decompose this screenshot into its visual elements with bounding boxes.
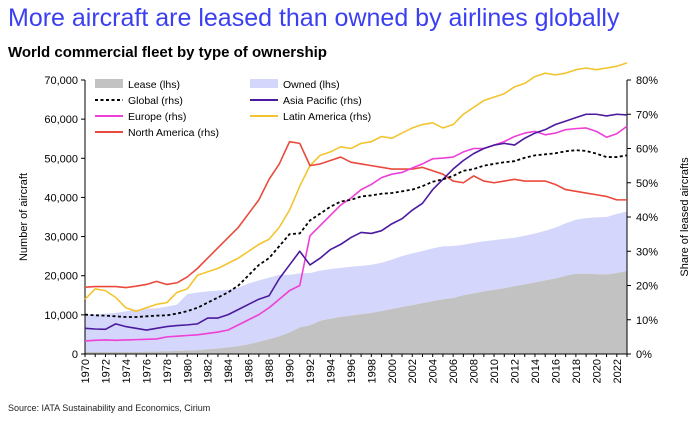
- legend-swatch: [95, 79, 123, 88]
- right-tick-label: 40%: [636, 212, 658, 224]
- left-tick-label: 60,000: [44, 114, 78, 126]
- lease-area: [85, 271, 627, 354]
- legend-label: Lease (lhs): [128, 79, 180, 91]
- left-tick-label: 10,000: [44, 310, 78, 322]
- chart-title: World commercial fleet by type of owners…: [8, 44, 327, 61]
- legend-label: Asia Pacific (rhs): [283, 95, 362, 107]
- x-tick-label: 1990: [285, 359, 297, 383]
- x-tick-label: 2014: [530, 359, 542, 383]
- left-tick-label: 50,000: [44, 153, 78, 165]
- right-tick-label: 60%: [636, 144, 658, 156]
- right-tick-label: 10%: [636, 315, 658, 327]
- x-tick-label: 1976: [141, 359, 153, 383]
- x-tick-label: 2004: [428, 359, 440, 383]
- latin-america-line: [84, 62, 628, 312]
- x-tick-label: 1982: [203, 359, 215, 383]
- x-tick-label: 1992: [305, 359, 317, 383]
- x-tick-label: 2006: [448, 359, 460, 383]
- left-tick-label: 40,000: [44, 192, 78, 204]
- left-tick-label: 20,000: [44, 271, 78, 283]
- x-tick-label: 2008: [469, 359, 481, 383]
- headline: More aircraft are leased than owned by a…: [8, 4, 620, 32]
- right-tick-label: 80%: [636, 75, 658, 87]
- legend-label: Owned (lhs): [283, 79, 340, 91]
- x-tick-label: 1980: [182, 359, 194, 383]
- x-tick-label: 2010: [489, 359, 501, 383]
- stacked-areas: [85, 211, 627, 354]
- legend-label: Europe (rhs): [128, 111, 186, 123]
- left-tick-label: 0: [72, 349, 78, 361]
- x-tick-label: 2012: [510, 359, 522, 383]
- x-tick-label: 2002: [407, 359, 419, 383]
- global-line: [84, 149, 628, 318]
- x-tick-label: 1972: [100, 359, 112, 383]
- right-tick-label: 70%: [636, 109, 658, 121]
- legend-swatch: [250, 79, 278, 88]
- right-tick-label: 0%: [636, 349, 652, 361]
- legend: Lease (lhs) Owned (lhs) Global (rhs) Asia P…: [95, 79, 371, 139]
- north-america-line: [84, 140, 627, 289]
- right-tick-label: 20%: [636, 281, 658, 293]
- legend-label: Global (rhs): [128, 95, 183, 107]
- x-tick-label: 2022: [612, 359, 624, 383]
- x-tick-label: 2016: [550, 359, 562, 383]
- left-tick-label: 70,000: [44, 75, 78, 87]
- source-note: Source: IATA Sustainability and Economic…: [8, 403, 211, 413]
- x-tick-label: 2020: [591, 359, 603, 383]
- x-tick-label: 1978: [162, 359, 174, 383]
- x-tick-label: 1998: [366, 359, 378, 383]
- right-tick-label: 50%: [636, 178, 658, 190]
- x-tick-label: 1970: [80, 359, 92, 383]
- right-tick-label: 30%: [636, 246, 658, 258]
- series-lines: [84, 62, 628, 342]
- x-tick-label: 2000: [387, 359, 399, 383]
- right-axis-title: Share of leased aircrafts: [679, 157, 691, 277]
- legend-label: Latin America (rhs): [283, 111, 371, 123]
- legend-label: North America (rhs): [128, 127, 219, 139]
- asia-pacific-line: [84, 113, 628, 331]
- x-tick-label: 2018: [571, 359, 583, 383]
- x-tick-label: 1986: [244, 359, 256, 383]
- x-tick-label: 1984: [223, 359, 235, 383]
- x-tick-label: 1994: [325, 359, 337, 383]
- left-tick-label: 30,000: [44, 232, 78, 244]
- x-tick-label: 1988: [264, 359, 276, 383]
- left-axis-title: Number of aircraft: [18, 173, 30, 261]
- axes: 0 10,000 20,000 30,000 40,000 50,000 60,000 70,…: [18, 75, 691, 383]
- x-tick-label: 1996: [346, 359, 358, 383]
- x-tick-label: 1974: [121, 359, 133, 383]
